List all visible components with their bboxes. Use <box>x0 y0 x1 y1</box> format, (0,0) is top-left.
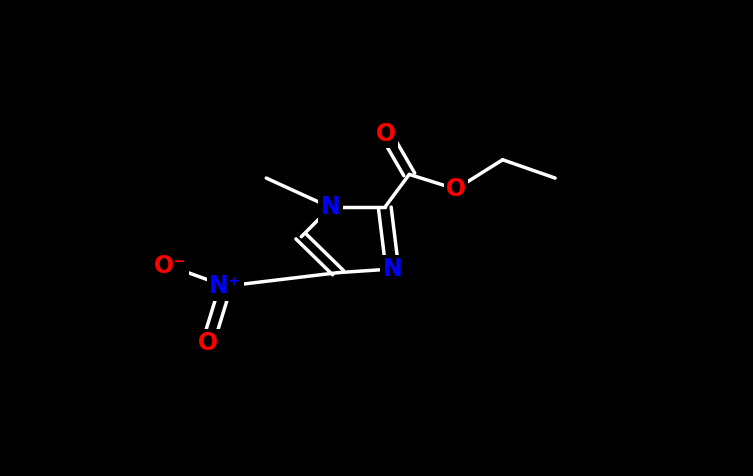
Text: O⁻: O⁻ <box>154 254 186 278</box>
Text: O: O <box>446 177 466 201</box>
Text: N⁺: N⁺ <box>209 274 242 298</box>
Text: N: N <box>383 257 402 281</box>
Text: O: O <box>198 331 218 355</box>
Text: N: N <box>321 195 340 219</box>
Text: O: O <box>376 122 396 146</box>
